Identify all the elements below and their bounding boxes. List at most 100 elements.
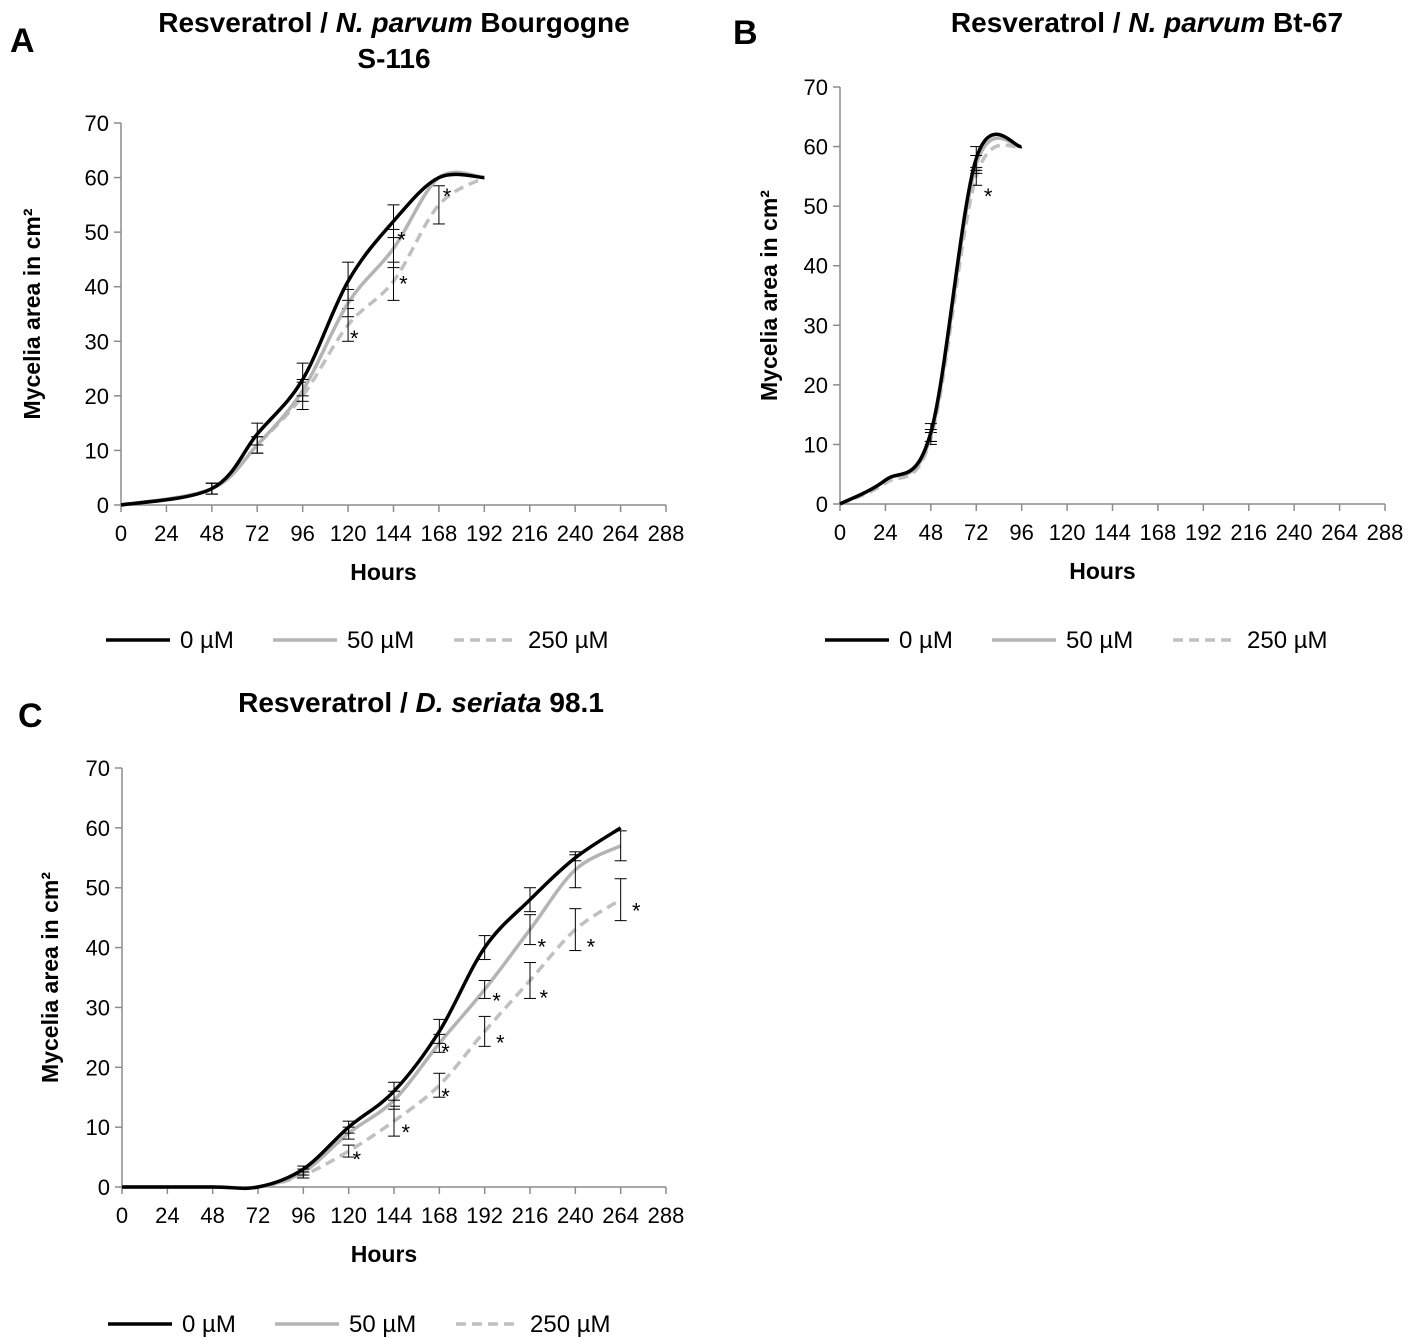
significance-star: * [399, 271, 408, 296]
x-tick-label: 24 [873, 520, 897, 545]
legend-label-1: 50 µM [1066, 627, 1133, 654]
chart-title-part: Resveratrol / [158, 7, 335, 38]
y-tick-label: 70 [804, 75, 828, 100]
error-bar [478, 979, 491, 999]
x-tick-label: 168 [421, 521, 458, 546]
legend-label-0: 0 µM [180, 627, 234, 654]
error-bar [205, 482, 218, 495]
x-tick-label: 168 [1140, 520, 1177, 545]
y-tick-label: 0 [98, 1175, 110, 1200]
x-tick-label: 288 [1367, 520, 1404, 545]
chart-title-part: N. parvum [336, 7, 473, 38]
y-axis-title: Mycelia area in cm² [19, 208, 45, 419]
error-bar [297, 1165, 310, 1173]
error-bar [342, 261, 355, 301]
error-bar [432, 185, 445, 225]
x-tick-label: 192 [466, 1203, 503, 1228]
error-bar [614, 878, 627, 922]
y-tick-label: 10 [804, 432, 828, 457]
legend: 0 µM 50 µM 250 µM [825, 627, 1328, 654]
error-bar [524, 914, 536, 946]
error-bar [970, 146, 983, 171]
x-tick-label: 72 [246, 1203, 270, 1228]
significance-star: * [397, 228, 406, 253]
x-tick-label: 48 [919, 520, 943, 545]
x-tick-label: 24 [154, 521, 178, 546]
chart-title-part: Resveratrol / [238, 687, 415, 718]
x-tick-label: 288 [648, 1203, 685, 1228]
legend: 0 µM 50 µM 250 µM [108, 1311, 611, 1337]
y-tick-label: 50 [85, 220, 109, 245]
y-tick-label: 50 [804, 194, 828, 219]
error-bar [524, 887, 536, 913]
y-tick-label: 20 [85, 384, 109, 409]
error-bar [569, 908, 582, 952]
x-axis-title: Hours [1069, 558, 1135, 584]
x-tick-label: 264 [602, 521, 639, 546]
x-tick-label: 240 [1276, 520, 1313, 545]
error-bar [342, 1120, 355, 1134]
chart-title-part: N. parvum [1128, 7, 1265, 38]
x-axis-title: Hours [351, 1241, 417, 1267]
significance-star: * [587, 935, 596, 960]
series-line-0 [839, 132, 1023, 506]
legend-label-2: 250 µM [1247, 627, 1328, 654]
x-tick-label: 72 [964, 520, 988, 545]
chart-title: Resveratrol / D. seriata 98.1 [238, 687, 604, 718]
chart-panel-a: A Resveratrol / N. parvum Bourgogne S-116 0… [10, 7, 684, 654]
panel-letter: A [10, 22, 35, 60]
y-tick-label: 70 [85, 111, 109, 136]
chart-panel-c: C Resveratrol / D. seriata 98.1 0 10 20 30 40 5… [18, 687, 684, 1337]
x-tick-label: 120 [1049, 520, 1086, 545]
x-tick-label: 48 [200, 1203, 224, 1228]
legend-label-0: 0 µM [899, 627, 953, 654]
x-tick-label: 264 [602, 1203, 639, 1228]
x-tick-label: 0 [116, 1203, 128, 1228]
significance-star: * [352, 1147, 361, 1172]
significance-star: * [402, 1120, 411, 1145]
significance-star: * [496, 1030, 505, 1055]
y-tick-label: 20 [86, 1055, 110, 1080]
significance-star: * [441, 1084, 450, 1109]
chart-title-part: Bourgogne [473, 7, 630, 38]
error-bar [387, 204, 400, 239]
legend-label-2: 250 µM [530, 1311, 611, 1337]
x-tick-label: 24 [155, 1203, 179, 1228]
error-bar [433, 1018, 446, 1044]
y-tick-label: 10 [86, 1115, 110, 1140]
x-tick-label: 288 [648, 521, 685, 546]
y-tick-label: 30 [804, 313, 828, 338]
y-tick-label: 20 [804, 373, 828, 398]
x-tick-label: 192 [466, 521, 503, 546]
x-tick-label: 216 [512, 1203, 549, 1228]
chart-title-line2: S-116 [357, 43, 430, 74]
significance-star: * [441, 1039, 450, 1064]
error-bar [924, 423, 937, 442]
x-tick-label: 144 [375, 521, 412, 546]
y-tick-label: 60 [804, 135, 828, 160]
y-tick-label: 60 [85, 166, 109, 191]
y-tick-label: 70 [86, 756, 110, 781]
x-tick-label: 216 [511, 521, 548, 546]
x-tick-label: 264 [1321, 520, 1358, 545]
legend-label-2: 250 µM [528, 627, 609, 654]
y-tick-label: 50 [86, 876, 110, 901]
chart-title-part: 98.1 [542, 687, 604, 718]
x-tick-label: 240 [557, 521, 594, 546]
y-axis-title: Mycelia area in cm² [756, 190, 782, 401]
x-tick-label: 96 [290, 521, 314, 546]
x-tick-label: 168 [421, 1203, 458, 1228]
x-axis-title: Hours [350, 559, 416, 585]
y-tick-label: 30 [85, 329, 109, 354]
series-line-1 [839, 136, 1023, 506]
chart-title-part: Bt-67 [1265, 7, 1343, 38]
error-bar [433, 1072, 446, 1098]
chart-title: Resveratrol / N. parvum Bt-67 [951, 7, 1343, 38]
error-bar [478, 935, 491, 961]
x-tick-label: 120 [330, 1203, 367, 1228]
x-tick-label: 144 [376, 1203, 413, 1228]
significance-star: * [350, 326, 359, 351]
x-tick-label: 72 [245, 521, 269, 546]
y-tick-label: 0 [97, 493, 109, 518]
significance-star: * [492, 988, 501, 1013]
